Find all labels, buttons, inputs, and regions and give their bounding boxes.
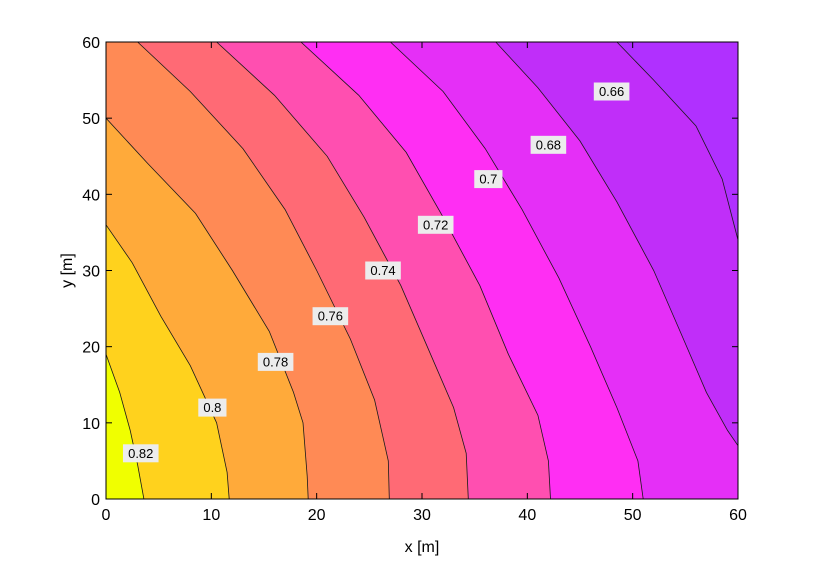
contour-label: 0.68	[530, 135, 567, 154]
contour-label: 0.72	[417, 215, 454, 234]
contour-line	[106, 224, 230, 499]
contour-line	[106, 117, 309, 499]
x-tick-label: 0	[102, 507, 111, 524]
contour-label: 0.7	[474, 170, 503, 189]
contour-label-text: 0.82	[128, 446, 153, 461]
fill-region	[106, 354, 144, 499]
x-tick-label: 10	[202, 507, 220, 524]
contour-label-box	[593, 82, 630, 101]
contour-label-box	[530, 135, 567, 154]
contour-label-box	[198, 398, 227, 417]
contour-label-box	[474, 170, 503, 189]
contour-line	[216, 42, 469, 499]
contour-label-text: 0.7	[479, 172, 497, 187]
contour-label-text: 0.66	[599, 84, 624, 99]
contour-label-text: 0.74	[370, 263, 395, 278]
contour-line	[616, 42, 738, 241]
contour-label-box	[365, 261, 401, 280]
x-tick-label: 50	[624, 507, 642, 524]
y-tick-label: 40	[82, 187, 100, 204]
contour-line	[106, 354, 145, 499]
contour-label: 0.74	[365, 261, 401, 280]
x-axis-ticks: 0 10 20 30 40 50 60	[102, 42, 747, 524]
contour-label-box	[122, 444, 159, 463]
y-axis-label: y [m]	[59, 253, 76, 288]
fill-region	[106, 224, 230, 499]
contour-fills	[106, 42, 738, 499]
y-tick-label: 50	[82, 111, 100, 128]
contour-label: 0.76	[312, 307, 349, 326]
x-tick-label: 60	[729, 507, 747, 524]
contour-label-text: 0.72	[423, 217, 448, 232]
x-tick-label: 20	[308, 507, 326, 524]
contour-line	[390, 42, 644, 499]
contour-label: 0.82	[122, 444, 159, 463]
y-tick-label: 10	[82, 416, 100, 433]
y-tick-label: 20	[82, 340, 100, 357]
y-tick-label: 60	[82, 35, 100, 52]
x-tick-label: 30	[413, 507, 431, 524]
contour-label-text: 0.8	[203, 400, 221, 415]
contour-label-box	[312, 307, 349, 326]
x-tick-label: 40	[518, 507, 536, 524]
contour-lines	[106, 42, 738, 499]
contour-label: 0.78	[257, 352, 294, 371]
x-axis-label: x [m]	[405, 539, 440, 556]
contour-label-box	[417, 215, 454, 234]
y-tick-label: 0	[91, 492, 100, 509]
contour-label-text: 0.76	[318, 309, 343, 324]
contour-label-box	[257, 352, 294, 371]
y-axis-ticks: 0 10 20 30 40 50 60	[82, 35, 738, 509]
contour-labels: 0.82 0.8 0.78 0.76 0.74 0.72 0.7 0.68 0.66	[122, 82, 630, 463]
contour-label: 0.8	[198, 398, 227, 417]
y-tick-label: 30	[82, 264, 100, 281]
contour-label-text: 0.78	[263, 354, 288, 369]
contour-line	[137, 42, 390, 499]
contour-line	[300, 42, 551, 499]
contour-label-text: 0.68	[536, 137, 561, 152]
contour-line	[495, 42, 738, 446]
contour-label: 0.66	[593, 82, 630, 101]
